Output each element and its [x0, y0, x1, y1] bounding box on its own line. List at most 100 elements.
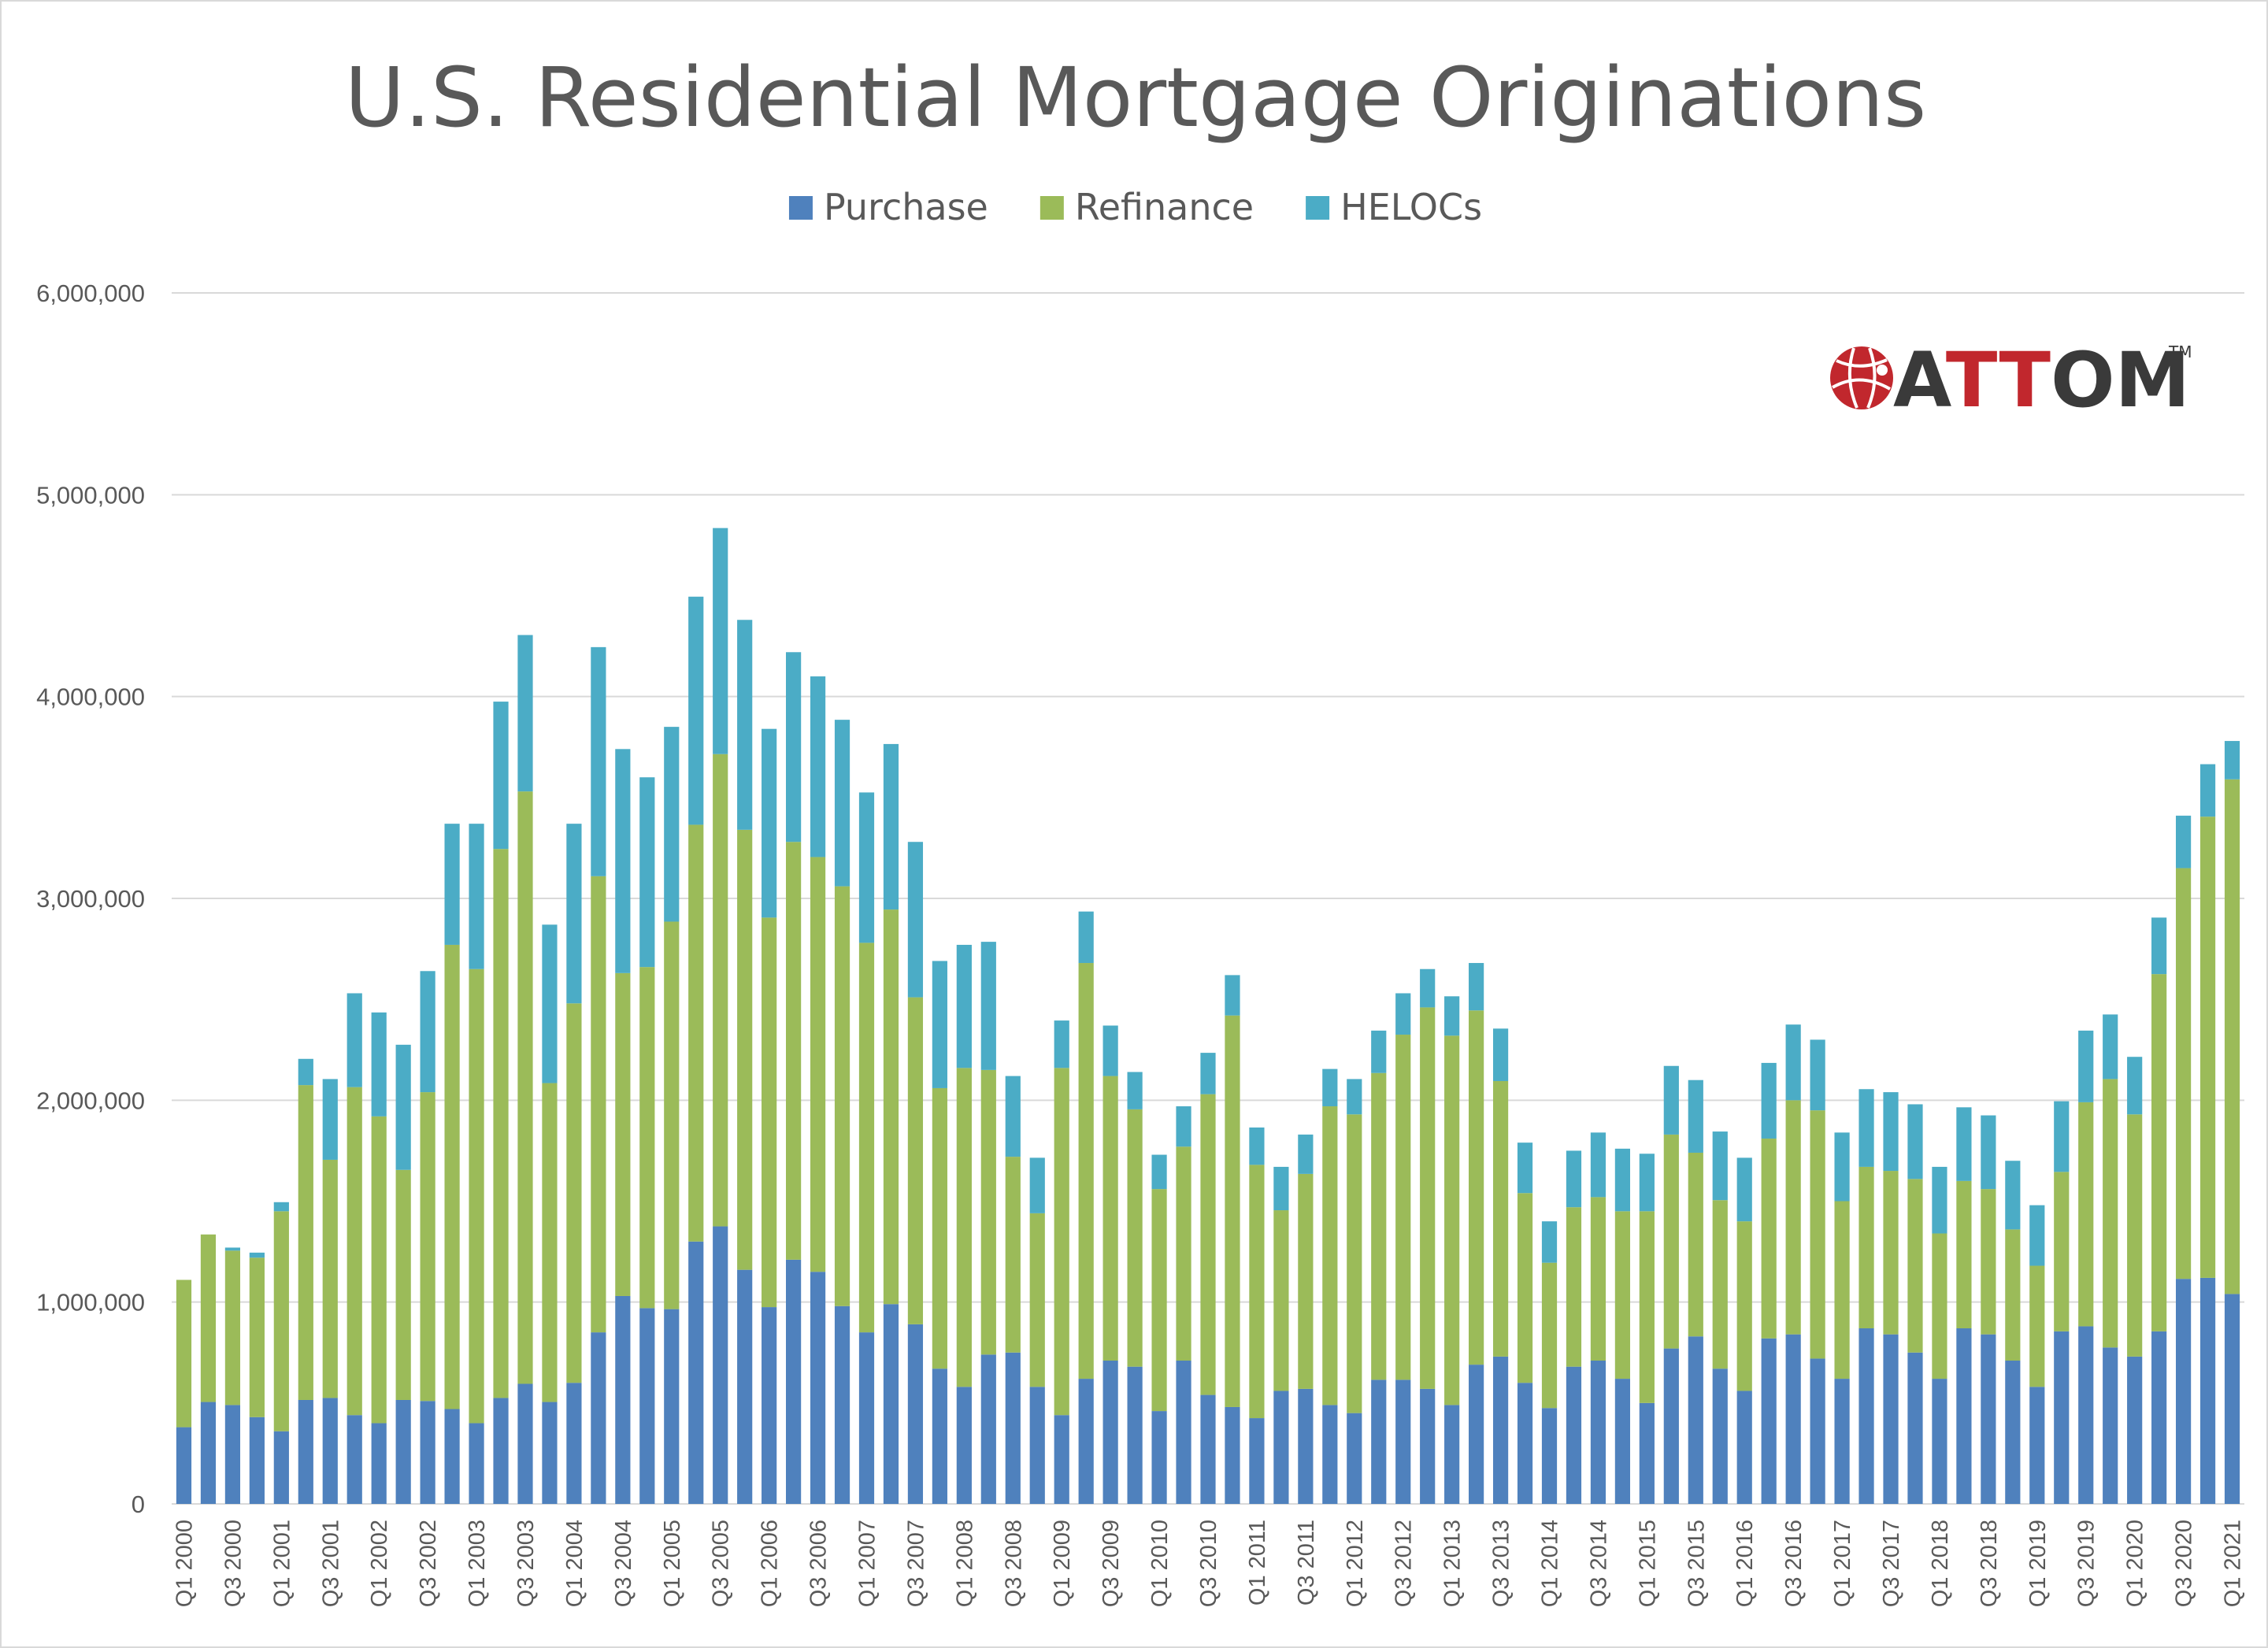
bar-helocs: [1395, 993, 1411, 1035]
bar-purchase: [1078, 1379, 1094, 1504]
bar-helocs: [2175, 815, 2192, 868]
bar-helocs: [1736, 1157, 1752, 1222]
bar-helocs: [1712, 1131, 1728, 1201]
bar-purchase: [1249, 1418, 1265, 1504]
bar-refinance: [932, 1087, 947, 1369]
bar-refinance: [298, 1085, 313, 1400]
bar-helocs: [420, 971, 435, 1093]
y-tick-label: 5,000,000: [36, 481, 145, 509]
bar-helocs: [1151, 1154, 1167, 1190]
bar-helocs: [2029, 1205, 2045, 1266]
bar-refinance: [1347, 1114, 1362, 1413]
bar-refinance: [273, 1211, 289, 1431]
x-tick-label: Q1 2012: [1343, 1520, 1368, 1607]
legend-label: Purchase: [824, 186, 988, 228]
bar-purchase: [2127, 1356, 2143, 1504]
bar-purchase: [2029, 1387, 2045, 1504]
bar-stack: [2199, 764, 2216, 1504]
bar-refinance: [1469, 1010, 1484, 1365]
bar-helocs: [395, 1044, 411, 1170]
bar-helocs: [1127, 1072, 1143, 1109]
x-tick-label: Q3 2010: [1196, 1520, 1221, 1607]
bar-stack: [1029, 1157, 1045, 1504]
bar-refinance: [1712, 1200, 1728, 1369]
bar-purchase: [932, 1368, 947, 1504]
bar-stack: [980, 942, 996, 1504]
bar-stack: [2054, 1101, 2070, 1504]
bar-purchase: [1736, 1391, 1752, 1504]
bar-helocs: [713, 528, 728, 754]
bar-refinance: [1029, 1213, 1045, 1387]
y-tick-label: 4,000,000: [36, 683, 145, 711]
bar-stack: [1005, 1076, 1021, 1504]
bar-refinance: [1956, 1180, 1972, 1328]
bar-purchase: [200, 1402, 217, 1504]
bar-purchase: [1444, 1405, 1460, 1504]
bar-refinance: [1395, 1035, 1411, 1380]
bar-helocs: [517, 635, 533, 792]
bar-helocs: [1029, 1157, 1045, 1213]
bar-refinance: [371, 1116, 387, 1424]
bar-stack: [883, 743, 899, 1504]
x-tick-label: Q1 2008: [952, 1520, 977, 1607]
bar-purchase: [2078, 1326, 2094, 1504]
logo-letter-a: A: [1893, 336, 1951, 424]
bar-helocs: [1492, 1028, 1509, 1081]
bar-stack: [1761, 1062, 1777, 1504]
bar-stack: [1785, 1024, 1801, 1504]
bar-purchase: [1029, 1387, 1045, 1504]
bar-stack: [762, 728, 777, 1504]
bar-stack: [1200, 1053, 1216, 1504]
bar-helocs: [1444, 996, 1460, 1036]
legend-swatch: [1306, 196, 1330, 220]
bar-helocs: [688, 596, 704, 825]
bar-purchase: [322, 1398, 338, 1504]
x-tick-label: Q1 2009: [1050, 1520, 1075, 1607]
x-tick-label: Q1 2004: [562, 1520, 587, 1607]
bar-refinance: [1736, 1221, 1752, 1391]
bar-purchase: [2103, 1347, 2118, 1504]
bar-refinance: [1298, 1173, 1314, 1389]
bar-helocs: [1078, 911, 1094, 964]
bar-purchase: [469, 1423, 484, 1504]
bar-stack: [858, 792, 875, 1504]
bar-helocs: [858, 792, 875, 943]
bar-purchase: [2005, 1361, 2021, 1504]
x-tick-label: Q1 2002: [367, 1520, 392, 1607]
bar-purchase: [858, 1332, 875, 1504]
bar-helocs: [1663, 1065, 1679, 1135]
bar-refinance: [1102, 1076, 1118, 1361]
bar-purchase: [1858, 1328, 1874, 1504]
bar-stack: [566, 824, 582, 1504]
bar-helocs: [493, 702, 509, 850]
x-tick-label: Q1 2010: [1147, 1520, 1173, 1607]
x-tick-label: Q1 2013: [1440, 1520, 1466, 1607]
bar-stack: [1469, 963, 1484, 1504]
bar-refinance: [688, 824, 704, 1242]
bar-helocs: [1614, 1148, 1630, 1212]
bar-stack: [273, 1202, 289, 1504]
bar-helocs: [2005, 1161, 2021, 1230]
bar-purchase: [1200, 1394, 1216, 1504]
x-tick-label: Q3 2019: [2074, 1520, 2099, 1607]
bar-refinance: [2005, 1229, 2021, 1361]
bar-helocs: [1883, 1092, 1899, 1172]
bar-refinance: [858, 943, 875, 1333]
bar-refinance: [2151, 974, 2167, 1331]
bar-refinance: [517, 791, 533, 1384]
bar-purchase: [1322, 1405, 1338, 1504]
bar-stack: [615, 749, 631, 1504]
bar-stack: [1883, 1092, 1899, 1504]
bar-refinance: [176, 1280, 192, 1428]
y-tick-label: 0: [132, 1491, 145, 1518]
bar-refinance: [2054, 1172, 2070, 1331]
bar-purchase: [517, 1383, 533, 1504]
bar-purchase: [1420, 1388, 1436, 1504]
bar-purchase: [737, 1269, 753, 1504]
bar-purchase: [249, 1417, 265, 1504]
bar-helocs: [762, 728, 777, 918]
bar-stack: [1541, 1221, 1558, 1504]
x-tick-label: Q1 2001: [269, 1520, 295, 1607]
x-tick-label: Q3 2000: [220, 1520, 246, 1607]
bar-helocs: [664, 727, 680, 922]
